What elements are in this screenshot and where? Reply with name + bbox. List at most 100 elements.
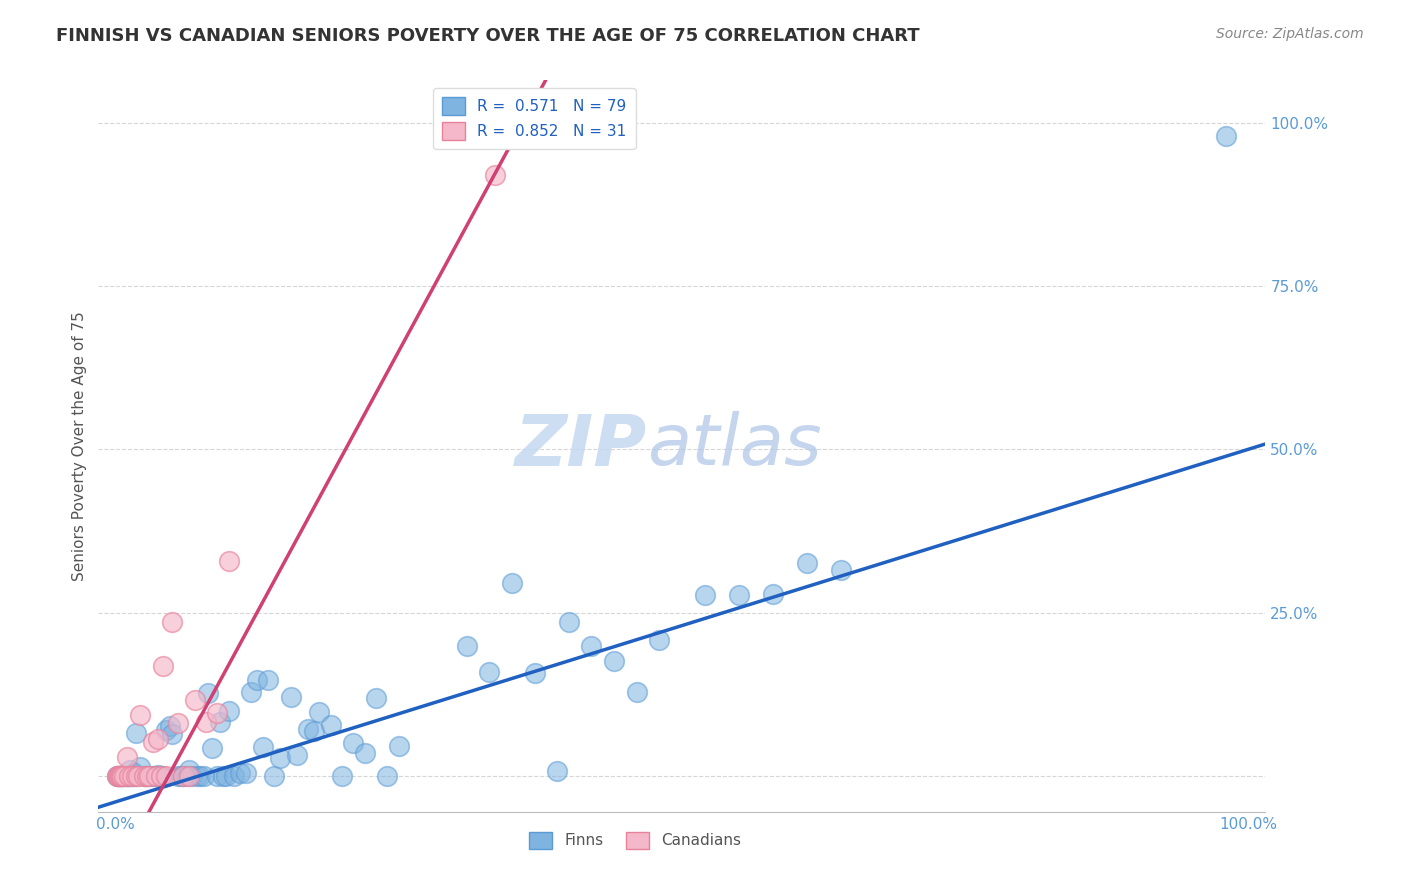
Point — [155, 723, 177, 738]
Point — [257, 673, 280, 687]
Point — [115, 749, 138, 764]
Point — [195, 714, 218, 729]
Point — [240, 685, 263, 699]
Point — [302, 724, 325, 739]
Point — [117, 769, 139, 783]
Point — [170, 769, 193, 783]
Point — [105, 769, 128, 783]
Point — [132, 769, 155, 783]
Point — [149, 769, 172, 783]
Point — [212, 769, 235, 783]
Point — [120, 764, 142, 778]
Point — [142, 769, 165, 783]
Point — [246, 673, 269, 688]
Point — [149, 769, 172, 783]
Point — [484, 168, 506, 182]
Point — [166, 716, 188, 731]
Point — [208, 714, 231, 729]
Point — [297, 722, 319, 736]
Point — [603, 654, 626, 668]
Point — [108, 769, 131, 783]
Point — [177, 769, 200, 783]
Point — [581, 640, 603, 654]
Point — [456, 639, 478, 653]
Y-axis label: Seniors Poverty Over the Age of 75: Seniors Poverty Over the Age of 75 — [72, 311, 87, 581]
Point — [330, 769, 353, 783]
Point — [172, 769, 194, 783]
Point — [118, 769, 141, 783]
Point — [114, 769, 136, 783]
Point — [114, 769, 136, 783]
Point — [120, 769, 142, 783]
Point — [218, 704, 240, 718]
Point — [263, 769, 285, 783]
Point — [201, 741, 224, 756]
Point — [218, 554, 240, 568]
Point — [111, 769, 134, 783]
Point — [160, 727, 183, 741]
Point — [127, 769, 149, 783]
Text: FINNISH VS CANADIAN SENIORS POVERTY OVER THE AGE OF 75 CORRELATION CHART: FINNISH VS CANADIAN SENIORS POVERTY OVER… — [56, 27, 920, 45]
Point — [110, 769, 132, 783]
Point — [159, 719, 181, 733]
Point — [152, 659, 174, 673]
Point — [121, 769, 143, 783]
Point — [114, 769, 136, 783]
Point — [110, 769, 132, 783]
Point — [138, 769, 160, 783]
Point — [501, 575, 523, 590]
Point — [181, 769, 204, 783]
Point — [121, 769, 143, 783]
Point — [124, 769, 146, 783]
Point — [478, 665, 501, 679]
Point — [136, 769, 159, 783]
Point — [148, 732, 170, 747]
Text: Source: ZipAtlas.com: Source: ZipAtlas.com — [1216, 27, 1364, 41]
Point — [796, 556, 818, 570]
Point — [280, 690, 302, 704]
Point — [235, 766, 257, 780]
Point — [693, 588, 716, 602]
Point — [108, 769, 131, 783]
Point — [546, 764, 568, 778]
Point — [108, 769, 131, 783]
Point — [215, 769, 238, 783]
Point — [176, 769, 198, 783]
Point — [207, 706, 229, 720]
Point — [122, 765, 145, 780]
Point — [626, 685, 648, 699]
Point — [388, 739, 411, 753]
Point — [177, 763, 200, 777]
Point — [138, 769, 160, 783]
Point — [125, 769, 148, 783]
Point — [353, 746, 375, 760]
Point — [107, 769, 129, 783]
Point — [319, 718, 342, 732]
Point — [145, 769, 167, 783]
Point — [183, 692, 205, 706]
Point — [112, 769, 135, 783]
Point — [830, 563, 852, 577]
Point — [107, 769, 129, 783]
Point — [648, 633, 671, 648]
Point — [727, 588, 749, 602]
Point — [136, 769, 159, 783]
Point — [1215, 128, 1237, 143]
Point — [166, 769, 188, 783]
Point — [224, 769, 246, 783]
Point — [186, 769, 208, 783]
Point — [523, 665, 546, 680]
Text: ZIP: ZIP — [515, 411, 647, 481]
Point — [132, 769, 155, 783]
Point — [364, 690, 387, 705]
Point — [375, 769, 398, 783]
Point — [118, 769, 141, 783]
Legend: Finns, Canadians: Finns, Canadians — [523, 825, 748, 855]
Point — [155, 769, 177, 783]
Point — [207, 769, 229, 783]
Point — [172, 769, 194, 783]
Point — [129, 760, 152, 774]
Point — [142, 735, 165, 749]
Point — [229, 766, 252, 780]
Point — [129, 708, 152, 723]
